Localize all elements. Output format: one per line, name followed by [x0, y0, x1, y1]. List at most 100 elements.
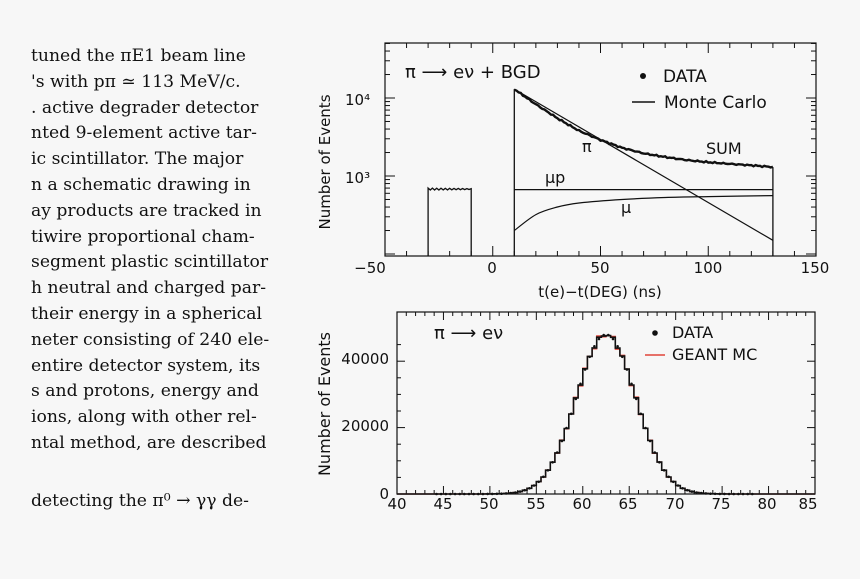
text-line: ay products are tracked in — [31, 200, 262, 221]
x-axis-label: t(e)−t(DEG) (ns) — [538, 283, 661, 301]
legend-entry: Monte Carlo — [664, 93, 767, 113]
data-point — [593, 345, 596, 348]
series-label-muon: μ — [621, 198, 631, 217]
data-point — [690, 490, 694, 493]
legend-dot-marker — [640, 73, 646, 79]
data-point — [477, 492, 480, 496]
text-line: tiwire proportional cham- — [31, 226, 255, 247]
data-point — [607, 333, 610, 337]
data-point — [449, 492, 452, 496]
chart-title: π ⟶ eν + BGD — [405, 62, 541, 83]
data-point — [435, 492, 438, 496]
x-tick-label: −50 — [354, 259, 386, 277]
text-line: ions, along with other rel- — [31, 407, 257, 428]
data-point — [509, 491, 513, 495]
series-pion-line — [513, 88, 774, 241]
energy-spectrum-chart: 40 45 50 55 60 65 70 75 80 85 0 20000 40… — [315, 311, 818, 513]
data-point — [444, 492, 448, 496]
data-point — [579, 382, 582, 386]
text-line: h neutral and charged par- — [31, 278, 267, 299]
data-point — [681, 487, 684, 490]
measurement-window-edges — [513, 89, 774, 256]
text-line: ntal method, are described — [31, 432, 267, 453]
x-tick-label: 50 — [479, 495, 498, 513]
x-tick-label: 0 — [487, 259, 497, 277]
data-point — [658, 461, 661, 464]
y-tick-label: 20000 — [341, 417, 389, 435]
text-line: their energy in a spherical — [31, 303, 263, 324]
series-label-pion: π — [582, 137, 592, 156]
x-tick-marks — [396, 312, 816, 494]
text-line: n a schematic drawing in — [31, 174, 251, 195]
legend-entry: GEANT MC — [672, 345, 757, 364]
data-point — [732, 492, 735, 496]
x-tick-label: 60 — [572, 495, 591, 513]
x-tick-label: 150 — [801, 259, 830, 277]
text-line: . active degrader detector — [31, 97, 259, 118]
x-tick-label: 40 — [387, 495, 406, 513]
data-point — [686, 488, 689, 492]
decay-time-chart: −50 0 50 100 150 10³ 10⁴ t(e)−t(DEG) (ns… — [316, 42, 830, 301]
data-point — [523, 488, 526, 492]
data-point — [486, 492, 489, 496]
legend-entry: DATA — [663, 67, 707, 87]
series-muon-curve — [513, 195, 773, 232]
data-point — [737, 492, 740, 496]
data-point — [662, 469, 666, 472]
data-point — [653, 451, 657, 454]
legend-entry: DATA — [672, 323, 713, 342]
y-axis-label: Number of Events — [316, 94, 334, 229]
data-point — [518, 490, 522, 493]
data-point — [555, 451, 559, 454]
legend-dot-marker — [652, 330, 658, 336]
data-point — [644, 426, 647, 430]
text-line: entire detector system, its — [31, 355, 261, 376]
data-point — [704, 492, 708, 495]
data-point — [537, 480, 540, 484]
data-point — [583, 368, 587, 371]
data-point — [453, 492, 457, 496]
data-point — [630, 382, 633, 386]
data-point — [667, 475, 670, 479]
data-point — [439, 492, 443, 496]
data-point — [709, 492, 712, 496]
data-point — [746, 492, 749, 496]
text-line: detecting the π⁰ → γγ de- — [31, 490, 249, 511]
data-point — [699, 491, 703, 495]
data-point — [672, 480, 675, 484]
data-point — [727, 492, 731, 496]
x-tick-label: 80 — [757, 495, 776, 513]
y-axis-label: Number of Events — [315, 332, 334, 476]
data-point — [532, 484, 536, 487]
data-point — [565, 426, 568, 430]
data-point — [500, 492, 503, 496]
data-point — [514, 491, 517, 494]
y-tick-marks — [397, 344, 815, 495]
y-tick-label: 0 — [379, 485, 389, 503]
x-tick-label: 55 — [526, 495, 545, 513]
text-line: s and protons, energy and — [31, 381, 259, 402]
data-point — [718, 492, 722, 496]
series-label-sum: SUM — [706, 139, 742, 158]
data-point — [713, 492, 717, 496]
y-tick-label: 40000 — [341, 350, 389, 368]
data-point — [625, 368, 629, 371]
x-tick-label: 70 — [665, 495, 684, 513]
data-point — [639, 412, 643, 416]
x-tick-label: 50 — [590, 259, 609, 277]
data-point — [546, 469, 550, 472]
data-point — [695, 491, 698, 494]
x-tick-label: 85 — [798, 495, 817, 513]
chart-title: π ⟶ eν — [434, 323, 503, 344]
data-point — [597, 337, 601, 341]
data-point — [463, 492, 466, 496]
x-tick-label: 65 — [618, 495, 637, 513]
data-point — [751, 492, 754, 496]
data-point — [602, 333, 605, 337]
data-point — [634, 397, 638, 401]
x-tick-label: 45 — [433, 495, 452, 513]
y-tick-label: 10³ — [345, 169, 370, 187]
data-point — [621, 355, 624, 359]
data-point — [472, 492, 475, 496]
